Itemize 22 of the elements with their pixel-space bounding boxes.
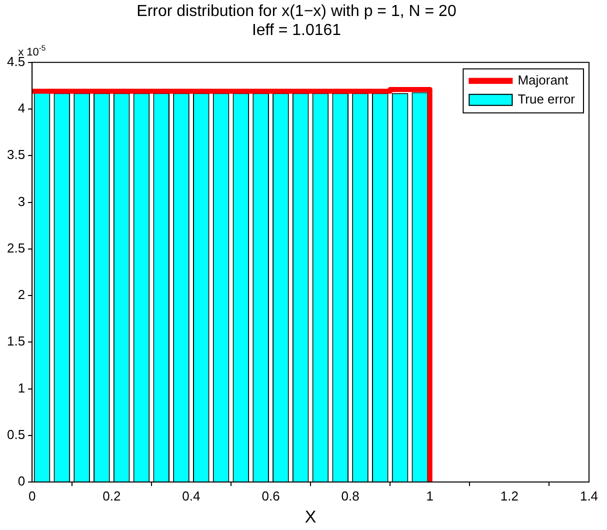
x-tick-label: 1.2 (500, 488, 518, 504)
x-tick-label: 0.4 (182, 488, 200, 504)
x-tick-label: 0.6 (262, 488, 280, 504)
y-tick-label: 1 (18, 380, 26, 396)
x-tick-label: 1 (426, 488, 434, 504)
x-tick-label: 0.8 (341, 488, 360, 504)
x-tick-label: 0 (28, 488, 36, 504)
y-tick-label: 2.5 (6, 240, 26, 256)
x-axis-title: X (304, 507, 316, 526)
y-tick-label: 1.5 (6, 334, 26, 349)
legend-label: True error (518, 91, 576, 106)
chart-title: Error distribution for x(1−x) with p = 1, N = 20 (136, 3, 456, 20)
y-tick-label: 0.5 (6, 426, 26, 442)
chart-subtitle: Ieff = 1.0161 (252, 22, 342, 40)
legend-label: Majorant (518, 72, 569, 88)
y-tick-label: 4 (18, 100, 26, 116)
y-tick-label: 2 (18, 287, 26, 302)
y-tick-label: 0 (18, 474, 26, 489)
x-tick-label: 1.4 (580, 488, 598, 504)
x-tick-label: 0.2 (102, 488, 121, 504)
y-tick-label: 3 (18, 194, 26, 209)
y-tick-label: 3.5 (6, 147, 26, 162)
